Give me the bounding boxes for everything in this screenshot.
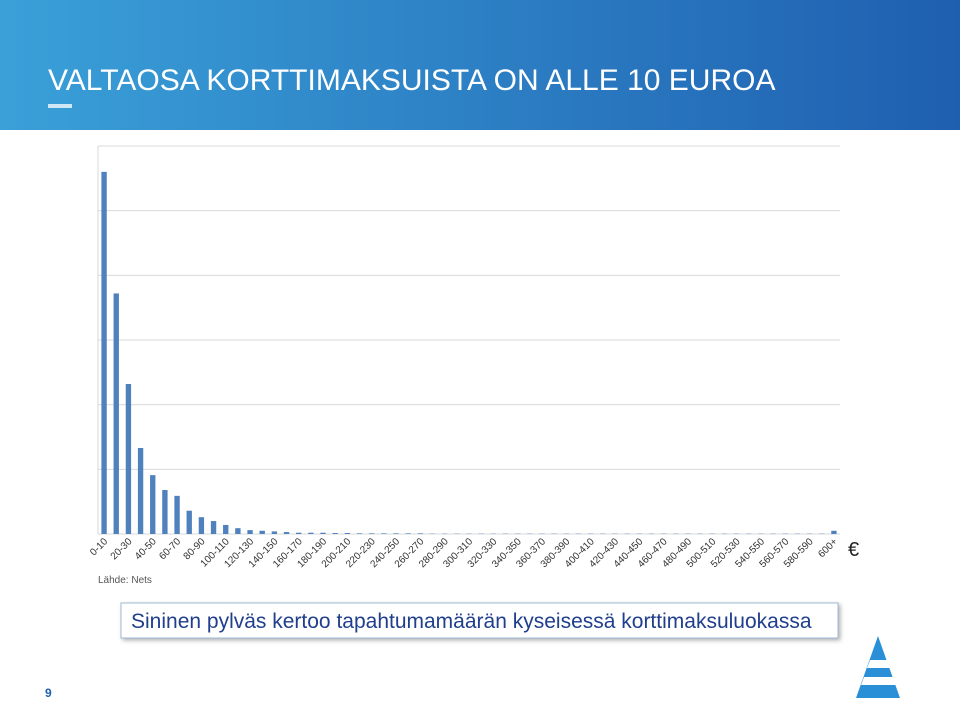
bar [210,521,217,534]
bar [417,533,424,534]
bar [332,533,338,534]
bar [101,171,107,534]
bar [393,533,399,534]
note-text: Sininen pylväs kertoo tapahtumamäärän ky… [131,610,812,633]
bar [308,532,314,534]
logo [856,636,905,698]
slide-title: VALTAOSA KORTTIMAKSUISTA ON ALLE 10 EURO… [48,64,775,97]
bar [137,447,144,534]
bar [369,533,375,534]
bar [113,293,119,534]
bar [296,532,302,534]
bar [125,383,132,534]
bar [344,533,351,534]
source: Lähde: Nets [98,575,152,586]
bar [223,524,229,534]
bar [405,533,411,534]
bar [198,517,205,534]
bar [247,530,253,534]
bar [271,531,278,534]
bar [381,533,387,534]
bar [174,495,180,534]
bar [162,490,168,534]
bar [283,532,290,534]
bar [186,510,192,534]
bar [356,533,363,534]
note-box [120,602,839,639]
title-dash [48,104,72,108]
bar [235,528,241,534]
bar [150,475,156,534]
unit-label: € [848,539,859,561]
page-number: 9 [45,686,52,700]
bar [320,532,326,534]
bar [259,530,265,534]
header-band [0,0,960,130]
bar [831,530,837,534]
